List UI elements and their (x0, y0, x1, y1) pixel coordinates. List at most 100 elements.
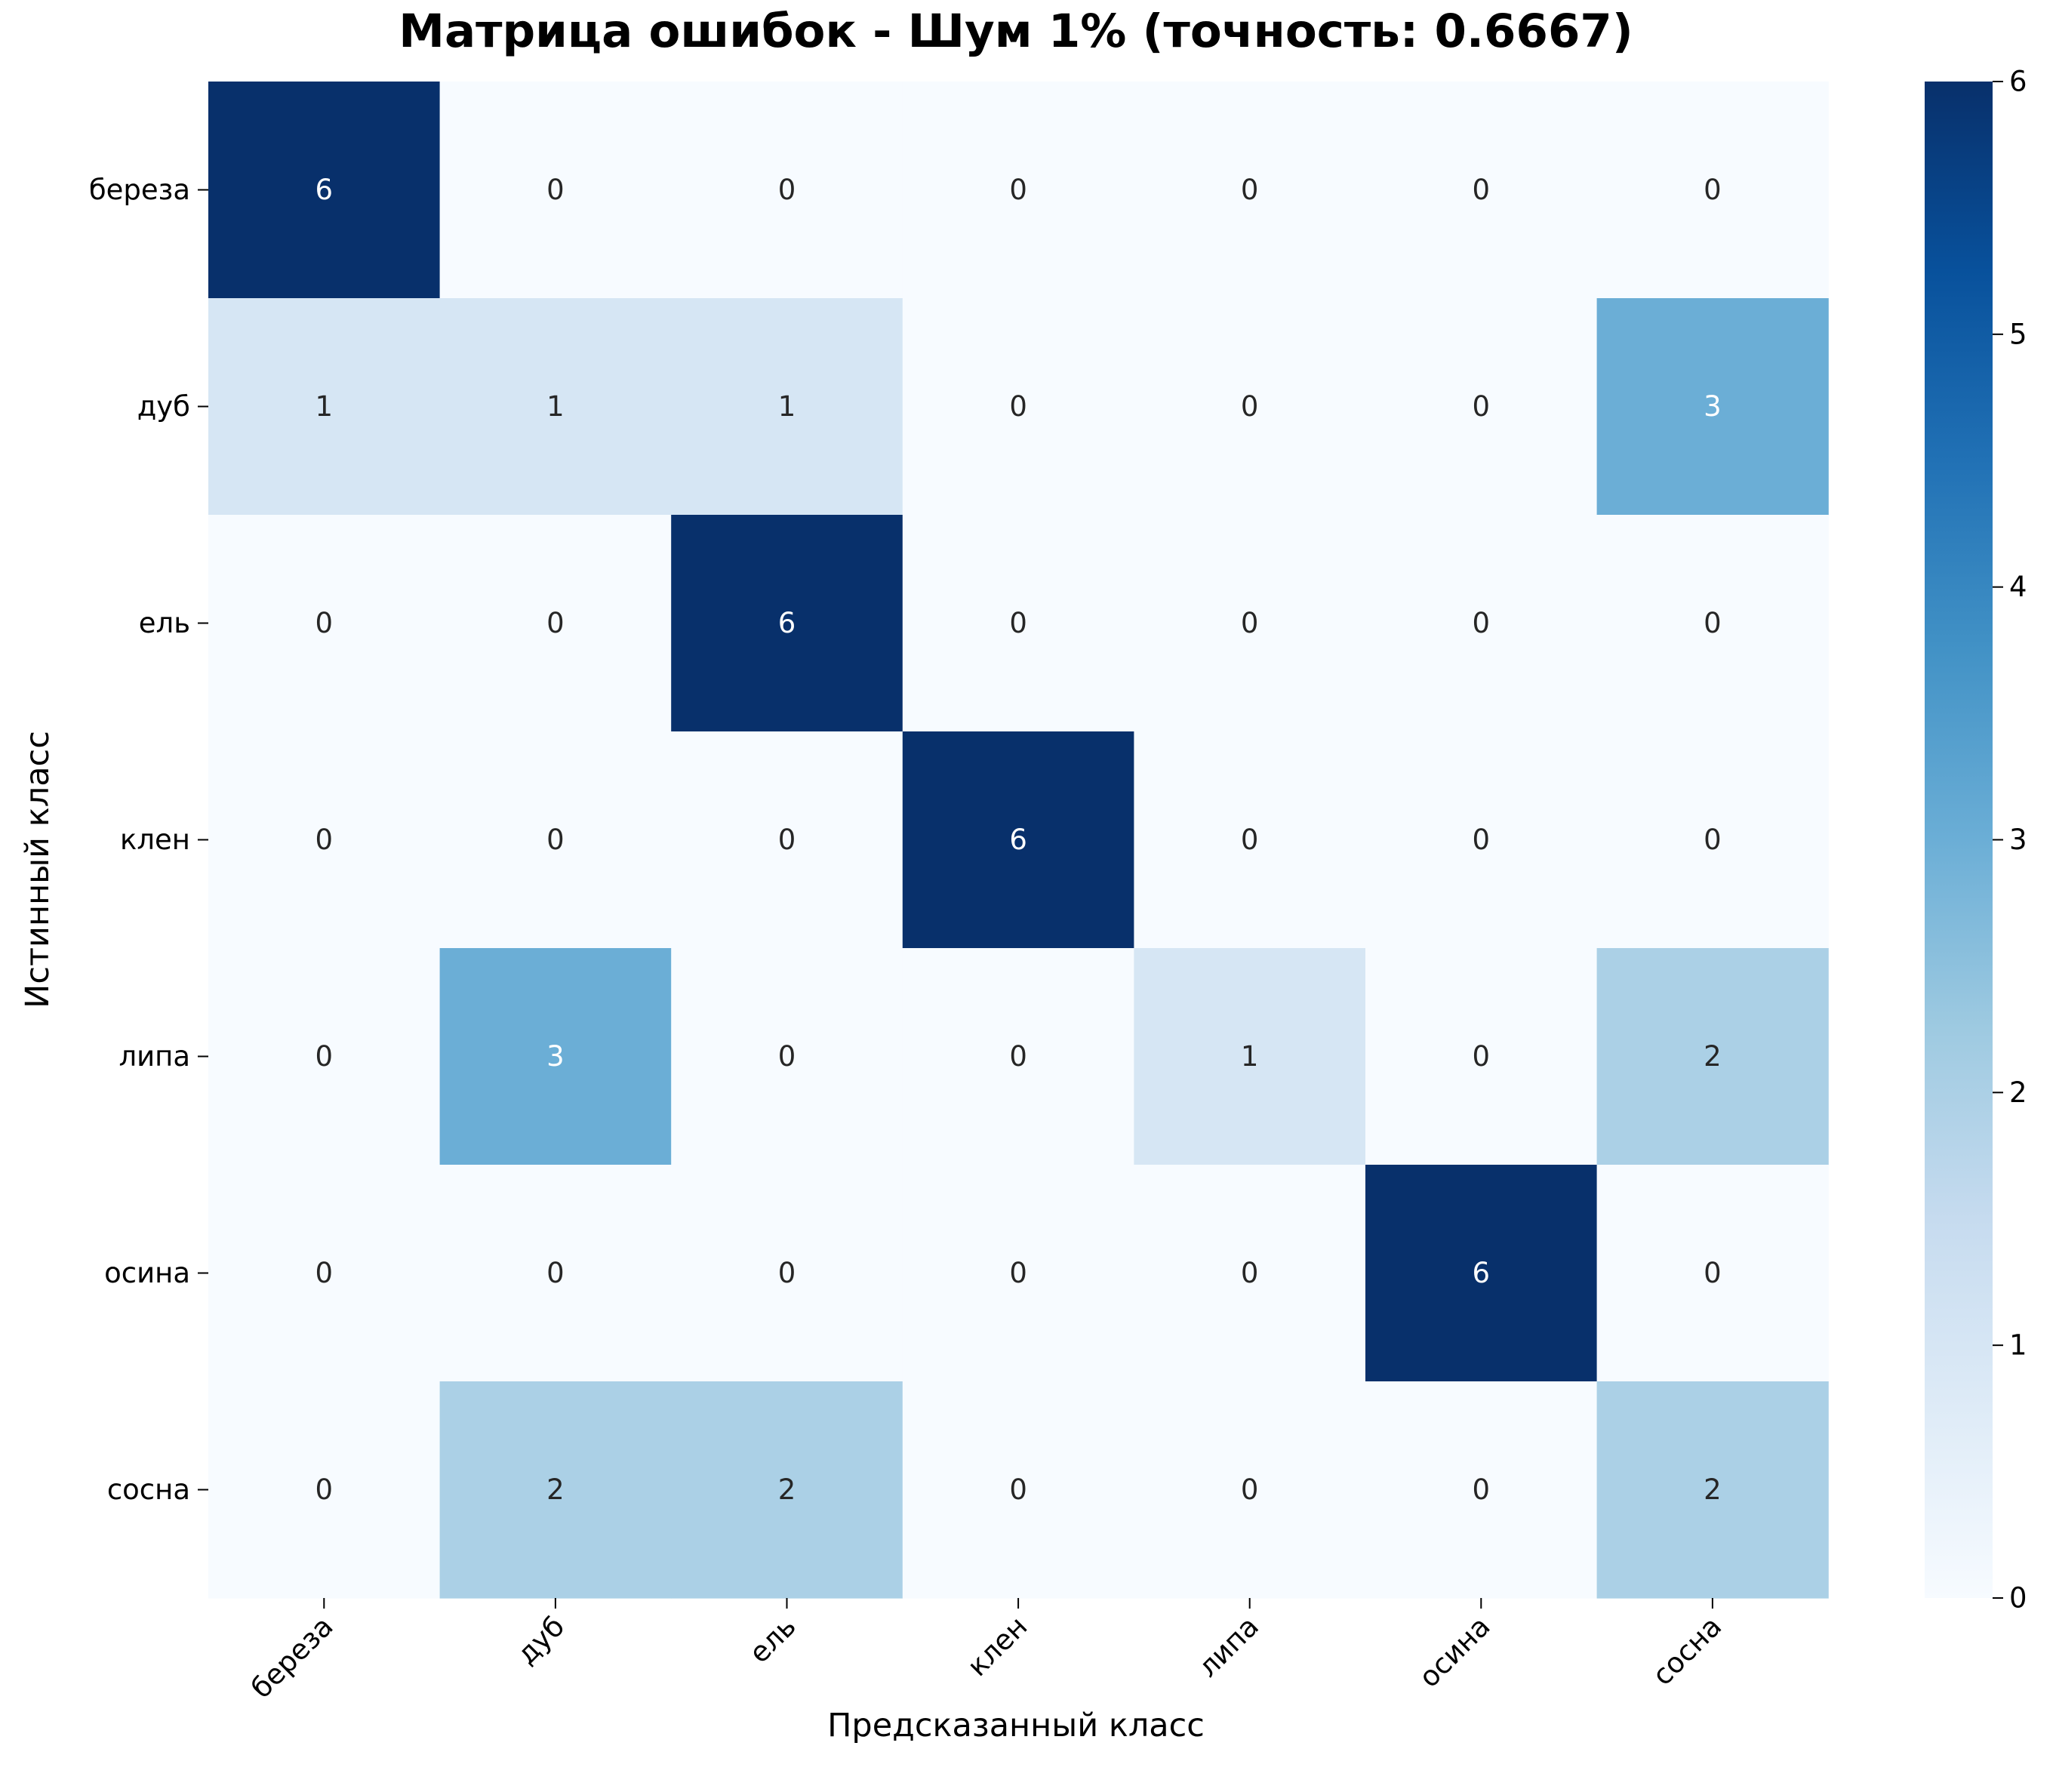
heatmap-cell (1134, 515, 1366, 732)
heatmap-cell (1365, 298, 1598, 516)
cell-value-label: 0 (1473, 607, 1491, 639)
cell-value-label: 0 (1473, 1040, 1491, 1073)
heatmap-cell (208, 298, 441, 516)
heatmap-cell (902, 1165, 1134, 1382)
cell-value-label: 0 (546, 1257, 565, 1289)
cell-value-label: 2 (1704, 1040, 1722, 1073)
heatmap-cell (902, 1381, 1134, 1599)
heatmap-cell (208, 82, 441, 299)
heatmap-cell (671, 1381, 903, 1599)
x-tick-label: сосна (1646, 1610, 1728, 1692)
x-tick-label: ель (743, 1610, 802, 1670)
cell-value-label: 6 (1473, 1257, 1491, 1289)
x-tick-label: клен (961, 1610, 1033, 1683)
heatmap-cell (671, 298, 903, 516)
cell-value-label: 0 (778, 1257, 796, 1289)
colorbar-tick-label: 1 (2009, 1329, 2027, 1362)
cell-value-label: 0 (1241, 174, 1259, 206)
y-tick-label: липа (118, 1040, 190, 1073)
cell-value-label: 3 (546, 1040, 565, 1073)
heatmap-cell (1365, 948, 1598, 1165)
cell-value-label: 0 (1473, 1473, 1491, 1506)
colorbar-tick-label: 4 (2009, 571, 2027, 603)
chart-title: Матрица ошибок - Шум 1% (точность: 0.666… (399, 5, 1633, 58)
heatmap-cell (1134, 82, 1366, 299)
heatmap-cell (902, 82, 1134, 299)
x-tick-label: липа (1192, 1610, 1265, 1683)
heatmap-cell (671, 82, 903, 299)
x-axis-label: Предсказанный класс (827, 1707, 1205, 1744)
cell-value-label: 0 (1473, 390, 1491, 423)
cell-value-label: 1 (315, 390, 334, 423)
x-tick-label: дуб (510, 1610, 571, 1670)
cell-value-label: 0 (1241, 1257, 1259, 1289)
heatmap-cell (439, 948, 672, 1165)
cell-value-label: 0 (315, 1040, 334, 1073)
heatmap-cell (208, 515, 441, 732)
heatmap-cell (1596, 82, 1829, 299)
heatmap-cell (208, 1381, 441, 1599)
y-tick-label: дуб (137, 390, 190, 423)
cell-value-label: 0 (1704, 1257, 1722, 1289)
cell-value-label: 2 (546, 1473, 565, 1506)
x-axis-ticks: береза дуб ель клен липа осина сосна (245, 1598, 1728, 1704)
cell-value-label: 2 (778, 1473, 796, 1506)
heatmap-cell (439, 1381, 672, 1599)
x-tick-label: осина (1413, 1610, 1497, 1694)
cell-value-label: 1 (778, 390, 796, 423)
cell-value-label: 0 (546, 824, 565, 856)
cell-value-label: 0 (1241, 824, 1259, 856)
cell-value-label: 6 (778, 607, 796, 639)
cell-value-label: 1 (546, 390, 565, 423)
y-tick-label: осина (104, 1257, 190, 1289)
heatmap-cell (439, 731, 672, 949)
cell-value-label: 0 (1009, 1040, 1027, 1073)
heatmap-cell (671, 515, 903, 732)
heatmap-cell (671, 1165, 903, 1382)
heatmap-cell (439, 515, 672, 732)
cell-value-label: 0 (1009, 607, 1027, 639)
cell-value-label: 0 (1009, 1257, 1027, 1289)
colorbar-gradient (1925, 82, 1993, 1598)
heatmap-cell (439, 298, 672, 516)
colorbar-tick-label: 2 (2009, 1076, 2027, 1109)
cell-value-label: 0 (1473, 824, 1491, 856)
colorbar-tick-label: 6 (2009, 66, 2027, 98)
heatmap-cell (1596, 731, 1829, 949)
heatmap-cell (1596, 1165, 1829, 1382)
cell-value-label: 0 (1241, 607, 1259, 639)
heatmap-cell (671, 948, 903, 1165)
y-tick-label: береза (89, 174, 190, 206)
y-axis-ticks: береза дуб ель клен липа осина сосна (89, 174, 208, 1506)
x-tick-label: береза (245, 1610, 339, 1704)
cell-value-label: 3 (1704, 390, 1722, 423)
cell-value-label: 0 (1704, 607, 1722, 639)
heatmap-cell (1365, 731, 1598, 949)
heatmap-cell (208, 731, 441, 949)
cell-value-label: 0 (778, 1040, 796, 1073)
cell-value-label: 0 (1009, 174, 1027, 206)
cell-value-label: 2 (1704, 1473, 1722, 1506)
cell-value-label: 0 (546, 607, 565, 639)
heatmap-cell (1596, 515, 1829, 732)
cell-value-label: 0 (315, 824, 334, 856)
heatmap-cell (1365, 82, 1598, 299)
cell-value-label: 0 (315, 1473, 334, 1506)
heatmap-cell (1134, 731, 1366, 949)
heatmap-cell (1365, 1381, 1598, 1599)
heatmap-cell (208, 1165, 441, 1382)
heatmap-cell (1596, 948, 1829, 1165)
cell-value-label: 0 (1241, 1473, 1259, 1506)
cell-value-label: 0 (778, 174, 796, 206)
heatmap-cell (1365, 515, 1598, 732)
y-tick-label: ель (139, 607, 190, 639)
heatmap-cell (1596, 1381, 1829, 1599)
y-tick-label: сосна (107, 1473, 190, 1506)
heatmap-cell (1134, 948, 1366, 1165)
colorbar-tick-label: 5 (2009, 318, 2027, 350)
heatmap-cells (208, 82, 1829, 1599)
cell-value-label: 0 (1704, 174, 1722, 206)
heatmap-cell (902, 948, 1134, 1165)
